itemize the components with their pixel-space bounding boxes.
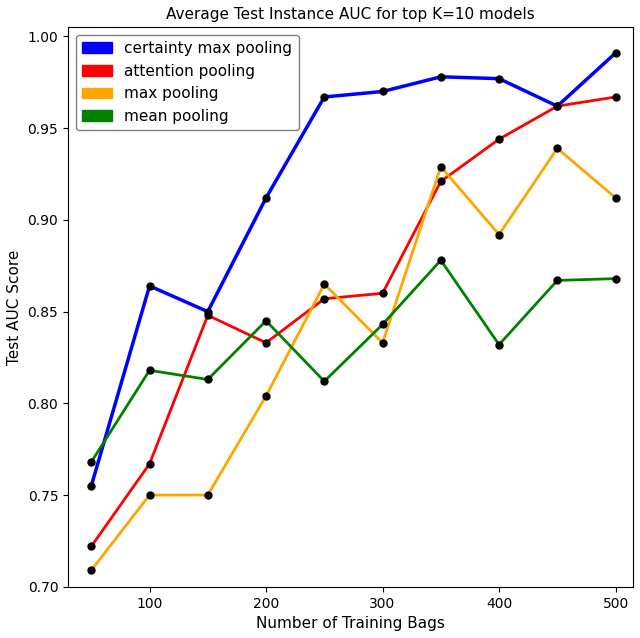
Title: Average Test Instance AUC for top K=10 models: Average Test Instance AUC for top K=10 m… bbox=[166, 7, 535, 22]
mean pooling bbox=[495, 341, 503, 348]
certainty max pooling bbox=[204, 308, 212, 315]
max pooling bbox=[262, 392, 270, 400]
Y-axis label: Test AUC Score: Test AUC Score bbox=[7, 249, 22, 365]
mean pooling bbox=[379, 321, 387, 329]
max pooling bbox=[204, 491, 212, 499]
attention pooling bbox=[612, 93, 620, 101]
attention pooling bbox=[146, 460, 154, 468]
Line: attention pooling: attention pooling bbox=[88, 94, 619, 550]
max pooling bbox=[88, 567, 95, 574]
max pooling bbox=[379, 339, 387, 346]
attention pooling bbox=[437, 177, 445, 185]
certainty max pooling bbox=[379, 87, 387, 95]
max pooling bbox=[554, 145, 561, 152]
attention pooling bbox=[379, 290, 387, 297]
attention pooling bbox=[495, 135, 503, 143]
max pooling bbox=[437, 163, 445, 170]
mean pooling bbox=[204, 376, 212, 383]
certainty max pooling bbox=[88, 482, 95, 490]
attention pooling bbox=[321, 295, 328, 302]
certainty max pooling bbox=[612, 49, 620, 57]
attention pooling bbox=[262, 339, 270, 346]
certainty max pooling bbox=[437, 73, 445, 80]
certainty max pooling bbox=[321, 93, 328, 101]
attention pooling bbox=[554, 102, 561, 110]
certainty max pooling bbox=[146, 282, 154, 290]
Legend: certainty max pooling, attention pooling, max pooling, mean pooling: certainty max pooling, attention pooling… bbox=[76, 35, 299, 130]
mean pooling bbox=[612, 275, 620, 283]
Line: max pooling: max pooling bbox=[88, 145, 619, 574]
certainty max pooling bbox=[495, 75, 503, 82]
max pooling bbox=[146, 491, 154, 499]
mean pooling bbox=[88, 458, 95, 466]
mean pooling bbox=[554, 277, 561, 285]
max pooling bbox=[321, 280, 328, 288]
mean pooling bbox=[262, 317, 270, 325]
certainty max pooling bbox=[262, 194, 270, 202]
mean pooling bbox=[321, 378, 328, 385]
X-axis label: Number of Training Bags: Number of Training Bags bbox=[256, 616, 445, 631]
Line: mean pooling: mean pooling bbox=[88, 256, 619, 466]
mean pooling bbox=[146, 366, 154, 374]
Line: certainty max pooling: certainty max pooling bbox=[88, 50, 619, 489]
attention pooling bbox=[88, 542, 95, 550]
attention pooling bbox=[204, 311, 212, 319]
max pooling bbox=[495, 231, 503, 239]
mean pooling bbox=[437, 256, 445, 264]
max pooling bbox=[612, 194, 620, 202]
certainty max pooling bbox=[554, 102, 561, 110]
